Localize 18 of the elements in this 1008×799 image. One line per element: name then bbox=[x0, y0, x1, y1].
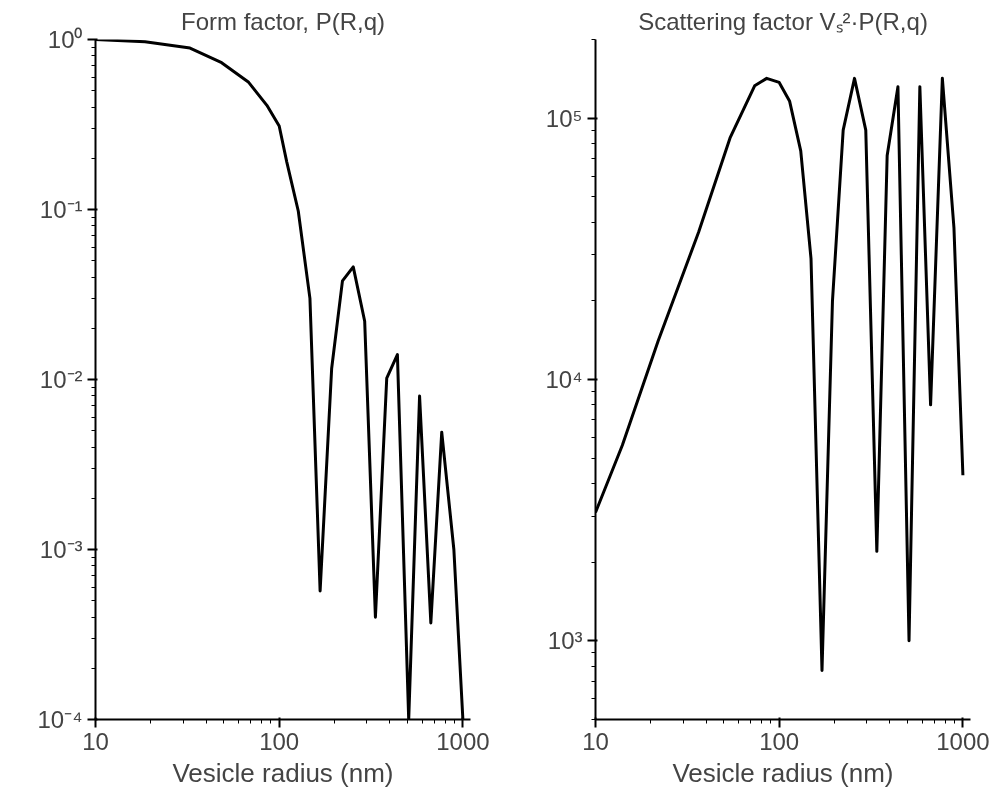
y-tick-label: 10⁻¹ bbox=[39, 196, 83, 223]
chart-title: Scattering factor Vₛ²·P(R,q) bbox=[638, 7, 928, 35]
chart-title: Form factor, P(R,q) bbox=[180, 7, 386, 35]
x-tick-label: 1000 bbox=[436, 727, 490, 755]
y-tick-label: 10³ bbox=[547, 627, 583, 655]
y-tick-label: 10⁰ bbox=[47, 26, 83, 53]
x-tick-label: 100 bbox=[259, 727, 300, 755]
y-tick-label: 10⁵ bbox=[545, 104, 583, 132]
x-tick-label: 100 bbox=[759, 727, 800, 755]
x-tick-label: 10 bbox=[582, 727, 609, 755]
y-tick-label: 10⁴ bbox=[545, 366, 583, 393]
y-tick-label: 10⁻² bbox=[39, 366, 83, 393]
y-tick-label: 10⁻⁴ bbox=[37, 706, 83, 733]
x-tick-label: 10 bbox=[82, 727, 109, 755]
y-tick-label: 10⁻³ bbox=[39, 536, 83, 563]
x-axis-title: Vesicle radius (nm) bbox=[672, 757, 894, 788]
x-axis-title: Vesicle radius (nm) bbox=[172, 757, 394, 788]
x-tick-label: 1000 bbox=[936, 727, 990, 755]
